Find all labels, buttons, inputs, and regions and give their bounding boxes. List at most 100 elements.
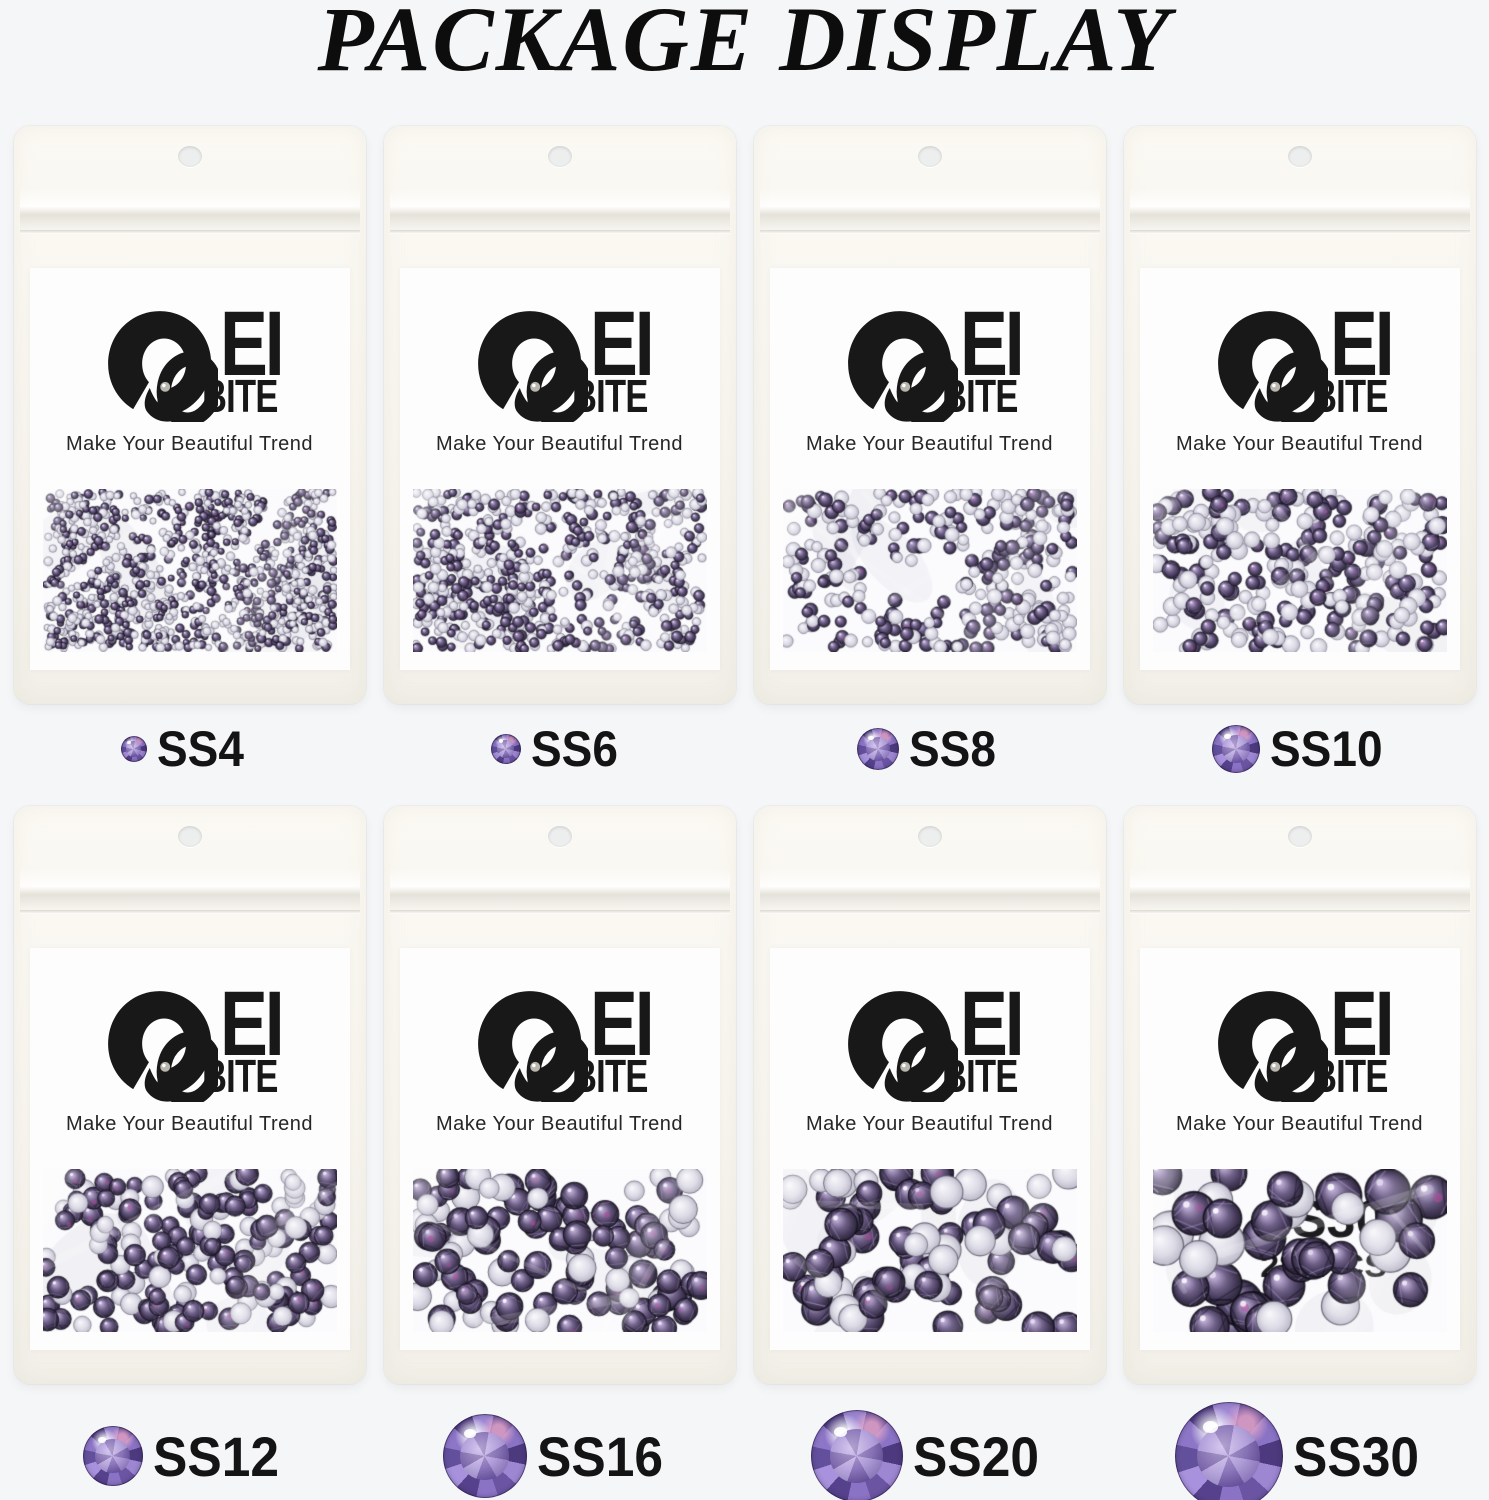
printed-label: EI BITE Make Your Beautiful Trend <box>399 948 720 1350</box>
size-label-item: SS6 <box>372 714 744 784</box>
printed-label: EI BITE Make Your Beautiful Trend <box>769 268 1090 670</box>
size-label-row-1: SS4 SS6 SS8 SS10 <box>0 714 1489 784</box>
size-label-item: SS12 <box>0 1398 372 1500</box>
zip-seal-line <box>19 910 360 914</box>
logo-double-o-swirl-icon <box>107 311 218 422</box>
logo-double-o-swirl-icon <box>107 991 218 1102</box>
logo-earring-icon <box>899 381 910 392</box>
logo-earring-icon <box>1269 381 1280 392</box>
purple-rhinestone-icon <box>810 1410 903 1500</box>
purple-rhinestone-icon <box>82 1426 143 1486</box>
hang-hole <box>917 826 942 847</box>
brand-name-ei: EI <box>959 293 1025 395</box>
rhinestones-photo <box>412 489 707 652</box>
page-title: PACKAGE DISPLAY <box>317 0 1172 90</box>
hang-hole <box>917 146 942 167</box>
brand-name-bite: BITE <box>1311 370 1388 422</box>
brand-name-ei: EI <box>589 973 655 1075</box>
rhinestone-package-ss6: EI BITE Make Your Beautiful Trend <box>383 126 736 704</box>
zip-seal <box>1129 868 1470 914</box>
size-label: SS30 <box>1292 1424 1419 1488</box>
rhinestone-package-ss8: EI BITE Make Your Beautiful Trend <box>753 126 1106 704</box>
brand-tagline: Make Your Beautiful Trend <box>435 1113 684 1135</box>
rhinestone-window <box>412 1169 707 1332</box>
brand-tagline: Make Your Beautiful Trend <box>65 433 314 455</box>
brand-tagline: Make Your Beautiful Trend <box>805 1113 1054 1135</box>
logo-earring-icon <box>899 1061 910 1072</box>
size-label-item: SS4 <box>0 714 372 784</box>
rhinestones-photo <box>412 1169 707 1332</box>
brand-tagline: Make Your Beautiful Trend <box>1175 433 1424 455</box>
hang-hole <box>547 826 572 847</box>
zip-seal <box>19 188 360 234</box>
purple-rhinestone-icon <box>490 734 521 764</box>
brand-tagline: Make Your Beautiful Trend <box>1175 1113 1424 1135</box>
size-label: SS12 <box>152 1424 279 1488</box>
brand-logo: EI BITE <box>477 978 660 1110</box>
brand-logo: EI BITE <box>477 298 660 430</box>
purple-rhinestone-icon <box>1211 725 1260 773</box>
rhinestones-photo <box>1152 1169 1447 1332</box>
logo-double-o-swirl-icon <box>1217 311 1328 422</box>
rhinestone-package-ss4: EI BITE Make Your Beautiful Trend <box>13 126 366 704</box>
brand-logo: EI BITE <box>847 298 1030 430</box>
logo-double-o-swirl-icon <box>1217 991 1328 1102</box>
rhinestones-photo <box>42 489 337 652</box>
brand-name-bite: BITE <box>941 370 1018 422</box>
logo-double-o-swirl-icon <box>477 991 588 1102</box>
size-label-item: SS20 <box>744 1398 1116 1500</box>
zip-seal <box>759 188 1100 234</box>
hang-hole <box>177 146 202 167</box>
brand-tagline: Make Your Beautiful Trend <box>435 433 684 455</box>
size-label: SS8 <box>908 721 996 777</box>
size-label: SS4 <box>156 721 244 777</box>
rhinestone-package-ss10: EI BITE Make Your Beautiful Trend <box>1123 126 1476 704</box>
size-label-item: SS16 <box>372 1398 744 1500</box>
brand-name-ei: EI <box>959 973 1025 1075</box>
purple-rhinestone-icon <box>856 728 899 770</box>
rhinestones-photo <box>782 489 1077 652</box>
rhinestones-photo <box>782 1169 1077 1332</box>
zip-seal-line <box>19 230 360 234</box>
size-label: SS10 <box>1269 721 1383 777</box>
hang-hole <box>547 146 572 167</box>
purple-rhinestone-icon <box>1174 1402 1283 1500</box>
rhinestones-photo <box>1152 489 1447 652</box>
zip-seal <box>19 868 360 914</box>
printed-label: EI BITE Make Your Beautiful Trend <box>1139 948 1460 1350</box>
rhinestone-package-ss30: EI BITE Make Your Beautiful Trend <box>1123 806 1476 1384</box>
logo-earring-icon <box>529 381 540 392</box>
brand-name-bite: BITE <box>201 370 278 422</box>
rhinestone-window <box>1152 1169 1447 1332</box>
brand-name-bite: BITE <box>201 1050 278 1102</box>
brand-name-ei: EI <box>219 973 285 1075</box>
brand-logo: EI BITE <box>107 298 290 430</box>
brand-logo: EI BITE <box>1217 978 1400 1110</box>
brand-logo: EI BITE <box>107 978 290 1110</box>
size-label-row-2: SS12 SS16 SS20 SS30 <box>0 1398 1489 1500</box>
size-label-item: SS30 <box>1116 1398 1488 1500</box>
brand-logo: EI BITE <box>847 978 1030 1110</box>
brand-name-ei: EI <box>1329 293 1395 395</box>
logo-earring-icon <box>159 381 170 392</box>
printed-label: EI BITE Make Your Beautiful Trend <box>399 268 720 670</box>
logo-earring-icon <box>159 1061 170 1072</box>
purple-rhinestone-icon <box>120 736 147 762</box>
package-row-2: EI BITE Make Your Beautiful Trend <box>0 806 1489 1384</box>
brand-name-ei: EI <box>1329 973 1395 1075</box>
printed-label: EI BITE Make Your Beautiful Trend <box>29 948 350 1350</box>
brand-name-bite: BITE <box>571 370 648 422</box>
zip-seal-line <box>1129 230 1470 234</box>
logo-double-o-swirl-icon <box>847 991 958 1102</box>
brand-tagline: Make Your Beautiful Trend <box>805 433 1054 455</box>
printed-label: EI BITE Make Your Beautiful Trend <box>1139 268 1460 670</box>
rhinestone-window <box>42 1169 337 1332</box>
package-row-1: EI BITE Make Your Beautiful Trend <box>0 126 1489 704</box>
brand-logo: EI BITE <box>1217 298 1400 430</box>
hang-hole <box>1287 826 1312 847</box>
size-label: SS16 <box>536 1424 663 1488</box>
brand-tagline: Make Your Beautiful Trend <box>65 1113 314 1135</box>
printed-label: EI BITE Make Your Beautiful Trend <box>29 268 350 670</box>
brand-name-bite: BITE <box>1311 1050 1388 1102</box>
